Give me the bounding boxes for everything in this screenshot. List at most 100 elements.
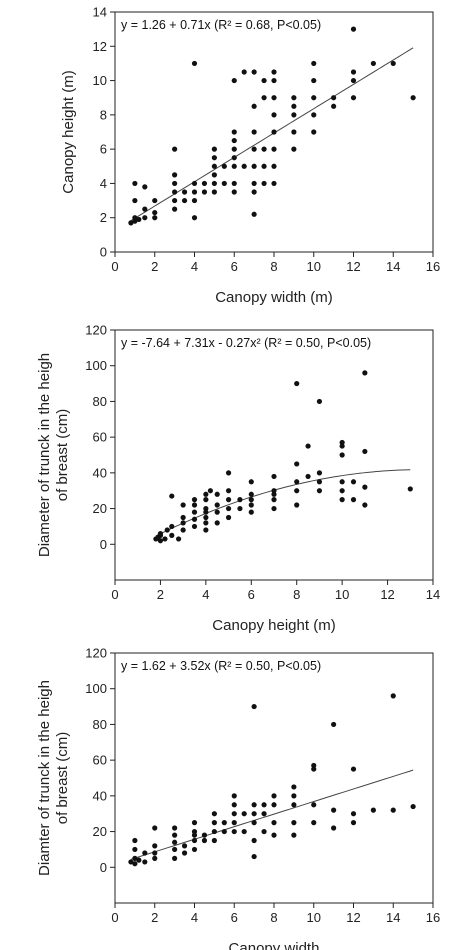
data-point bbox=[311, 802, 317, 808]
data-point bbox=[350, 69, 357, 75]
data-point bbox=[311, 95, 317, 101]
y-tick-label: 100 bbox=[85, 681, 107, 696]
data-point bbox=[291, 103, 297, 109]
data-point bbox=[311, 112, 317, 118]
x-tick-label: 14 bbox=[386, 910, 400, 925]
data-point bbox=[331, 103, 337, 109]
data-point bbox=[211, 828, 217, 835]
y-tick-label: 8 bbox=[100, 107, 107, 122]
data-point bbox=[261, 828, 267, 835]
data-point bbox=[311, 820, 317, 826]
data-point bbox=[261, 811, 267, 817]
data-point bbox=[172, 832, 178, 838]
data-point bbox=[251, 703, 257, 710]
data-point bbox=[142, 859, 148, 865]
y-axis-title-line: of breast (cm) bbox=[54, 732, 71, 825]
fit-line bbox=[155, 469, 411, 537]
data-point bbox=[339, 497, 345, 503]
x-tick-label: 0 bbox=[111, 910, 118, 925]
data-point bbox=[221, 163, 227, 169]
y-tick-label: 0 bbox=[100, 537, 107, 552]
data-point bbox=[231, 137, 237, 144]
x-tick-label: 12 bbox=[346, 910, 360, 925]
data-point bbox=[350, 497, 357, 503]
y-tick-label: 40 bbox=[93, 788, 107, 803]
x-tick-label: 4 bbox=[191, 259, 198, 274]
data-point bbox=[164, 527, 170, 533]
data-point bbox=[152, 197, 158, 204]
data-point bbox=[203, 505, 209, 512]
chart-diameter-vs-canopy-height: 0 2 4 6 8 10 12 14 0 20 40 60 80 100 120 Canopy height … bbox=[36, 323, 440, 635]
data-point bbox=[311, 762, 317, 769]
data-point bbox=[214, 520, 220, 526]
data-point bbox=[291, 146, 297, 152]
data-point bbox=[362, 370, 368, 376]
y-tick-label: 10 bbox=[93, 73, 107, 88]
x-tick-label: 6 bbox=[231, 259, 238, 274]
data-point bbox=[271, 95, 277, 101]
data-point bbox=[211, 811, 217, 817]
data-point bbox=[291, 793, 297, 799]
x-tick-label: 12 bbox=[380, 587, 394, 602]
data-point bbox=[169, 523, 175, 530]
data-point bbox=[231, 811, 237, 817]
data-point bbox=[271, 77, 277, 84]
data-point bbox=[211, 180, 217, 187]
data-point bbox=[225, 497, 232, 503]
data-point bbox=[294, 380, 300, 387]
data-point bbox=[172, 189, 178, 195]
data-point bbox=[305, 443, 311, 449]
y-axis-title-line: Canopy height (m) bbox=[60, 70, 77, 193]
data-point bbox=[132, 846, 138, 853]
data-point bbox=[132, 861, 138, 867]
data-point bbox=[291, 112, 297, 118]
data-point bbox=[201, 180, 208, 187]
data-point bbox=[172, 825, 178, 831]
data-point bbox=[191, 189, 198, 195]
data-point bbox=[390, 693, 396, 699]
data-point bbox=[350, 766, 357, 772]
fit-line bbox=[130, 769, 414, 860]
data-point bbox=[231, 77, 237, 84]
data-point bbox=[261, 163, 267, 169]
y-axis-title-line: Diamter of trunck in the heigh bbox=[36, 680, 53, 876]
data-point bbox=[176, 536, 182, 542]
data-point bbox=[180, 514, 186, 521]
data-point bbox=[350, 820, 357, 826]
fit-line bbox=[128, 47, 414, 223]
data-point bbox=[248, 497, 254, 503]
data-point bbox=[237, 497, 243, 503]
data-point bbox=[271, 497, 277, 503]
data-point bbox=[231, 146, 237, 152]
data-point bbox=[203, 509, 209, 515]
data-point bbox=[271, 146, 277, 152]
y-tick-label: 6 bbox=[100, 142, 107, 157]
data-point bbox=[271, 112, 277, 118]
data-point bbox=[203, 514, 209, 521]
data-point bbox=[191, 832, 198, 838]
data-point bbox=[251, 180, 257, 187]
x-tick-label: 16 bbox=[426, 910, 440, 925]
data-point bbox=[191, 516, 198, 522]
data-point bbox=[390, 60, 396, 67]
data-point bbox=[248, 502, 254, 508]
chart-diameter-vs-canopy-width: 0 2 4 6 8 10 12 14 16 0 20 40 60 80 100 120 Canopy width… bbox=[36, 646, 440, 950]
data-point bbox=[251, 189, 257, 195]
data-point bbox=[203, 527, 209, 533]
data-point bbox=[350, 26, 357, 32]
data-point bbox=[172, 180, 178, 187]
data-point bbox=[172, 172, 178, 178]
plot-frame bbox=[114, 652, 434, 904]
data-point bbox=[407, 486, 413, 492]
data-point bbox=[169, 493, 175, 499]
data-point bbox=[291, 129, 297, 135]
data-point bbox=[350, 479, 357, 485]
data-point bbox=[191, 509, 198, 515]
data-point bbox=[191, 820, 198, 826]
data-point bbox=[251, 211, 257, 217]
data-point bbox=[291, 95, 297, 101]
data-point bbox=[294, 461, 300, 467]
x-tick-label: 10 bbox=[307, 259, 321, 274]
data-point bbox=[201, 837, 208, 844]
data-point bbox=[169, 532, 175, 538]
